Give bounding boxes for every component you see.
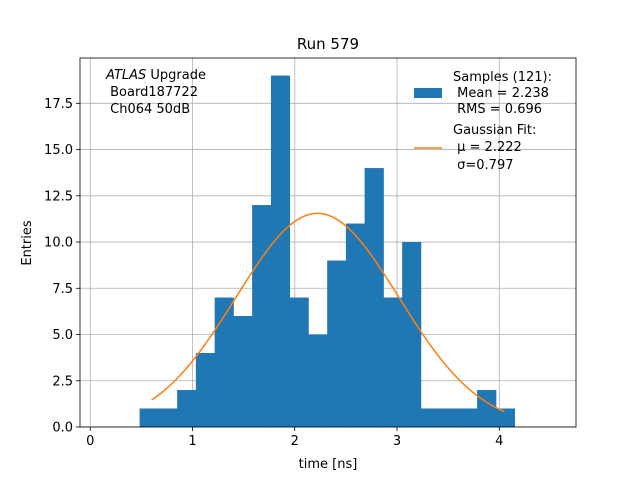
y-tick-label-7: 17.5 xyxy=(44,97,73,112)
y-tick-label-0: 0.0 xyxy=(52,421,73,436)
legend-fit-sigma: σ=0.797 xyxy=(453,158,513,173)
legend-fit-mu: μ = 2.222 xyxy=(453,140,522,155)
histogram-bar-0 xyxy=(139,408,159,427)
gaussian-fit-curve xyxy=(151,212,505,413)
y-axis-title: Entries xyxy=(20,220,35,266)
annotation-board: Board187722 xyxy=(106,85,198,100)
histogram-bar-15 xyxy=(420,408,441,427)
y-tick-label-2: 5.0 xyxy=(52,328,73,343)
annotation-experiment: ATLAS xyxy=(105,68,146,83)
x-axis-title: time [ns] xyxy=(299,457,358,472)
x-tick-label-1: 1 xyxy=(188,434,196,449)
grid xyxy=(80,58,576,428)
legend-samples-title: Samples (121): xyxy=(453,70,552,85)
y-tick-label-3: 7.5 xyxy=(52,282,73,297)
histogram-bar-17 xyxy=(458,408,478,427)
histogram-bar-13 xyxy=(383,297,403,427)
y-tick-label-4: 10.0 xyxy=(44,236,73,251)
legend-samples-mean: Mean = 2.238 xyxy=(453,86,549,101)
chart-title: Run 579 xyxy=(297,35,359,53)
y-tick-label-6: 15.0 xyxy=(44,143,73,158)
histogram-bar-1 xyxy=(158,408,178,427)
histogram-bar-19 xyxy=(495,408,516,427)
axis-ticks: 0 1 2 3 4 0.0 2.5 5.0 7.5 10.0 12.5 15.0 17.5 xyxy=(44,97,503,449)
y-tick-label-1: 2.5 xyxy=(52,374,73,389)
annotation-line-1: ATLAS Upgrade xyxy=(105,68,206,83)
histogram-bar-7 xyxy=(270,75,291,428)
legend: Samples (121): Mean = 2.238 RMS = 0.696 … xyxy=(414,70,552,173)
histogram-bar-18 xyxy=(477,390,497,427)
histogram-bar-4 xyxy=(214,297,234,427)
x-tick-label-0: 0 xyxy=(86,434,94,449)
histogram-bar-11 xyxy=(345,223,366,427)
histogram-bar-14 xyxy=(402,242,422,427)
legend-fit-title: Gaussian Fit: xyxy=(453,123,536,138)
histogram-bar-3 xyxy=(195,353,216,427)
histogram-bar-9 xyxy=(308,334,328,427)
x-tick-label-2: 2 xyxy=(291,434,299,449)
x-tick-label-3: 3 xyxy=(393,434,401,449)
histogram-bar-8 xyxy=(289,297,309,427)
histogram-bar-12 xyxy=(364,168,384,428)
histogram-bars xyxy=(139,75,516,428)
histogram-bar-16 xyxy=(439,408,459,427)
y-tick-label-5: 12.5 xyxy=(44,189,73,204)
board-annotation: ATLAS Upgrade Board187722 Ch064 50dB xyxy=(105,68,206,117)
histogram-bar-2 xyxy=(177,390,197,427)
histogram-bar-5 xyxy=(233,316,253,427)
axes-frame xyxy=(79,57,577,428)
histogram-bar-6 xyxy=(252,205,272,427)
legend-swatch-samples xyxy=(414,88,442,98)
legend-samples-rms: RMS = 0.696 xyxy=(453,102,542,117)
annotation-channel: Ch064 50dB xyxy=(106,102,190,117)
x-tick-label-4: 4 xyxy=(495,434,503,449)
histogram-bar-10 xyxy=(327,260,347,427)
annotation-upgrade: Upgrade xyxy=(146,68,206,83)
